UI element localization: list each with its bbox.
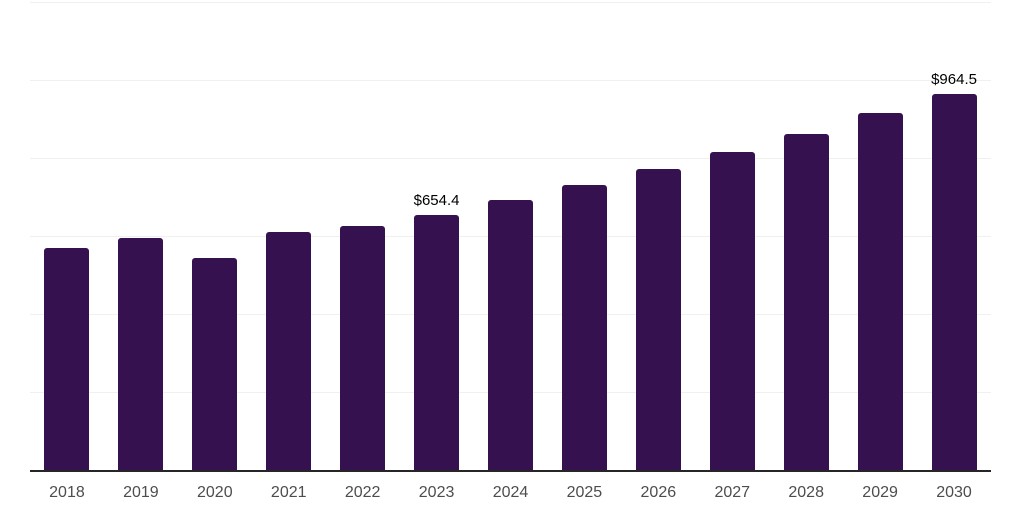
x-tick-2025: 2025 <box>566 484 603 501</box>
gridline-1000 <box>30 80 991 81</box>
bar-2030 <box>931 93 977 470</box>
gridline-1200 <box>30 2 991 3</box>
bar-2027 <box>709 152 755 470</box>
bar-2021 <box>266 232 312 470</box>
x-tick-2030: 2030 <box>936 484 972 501</box>
x-tick-2028: 2028 <box>788 484 824 501</box>
bar-2024 <box>488 200 533 470</box>
bar-2028 <box>783 133 829 470</box>
plot-area: $654.4 $964.5 <box>30 2 991 472</box>
bar-2023 <box>414 214 460 470</box>
bar-2022 <box>340 225 386 470</box>
x-tick-2019: 2019 <box>123 484 159 501</box>
x-tick-2023: 2023 <box>418 484 455 501</box>
x-tick-2027: 2027 <box>714 484 751 501</box>
bar-2020 <box>192 257 238 470</box>
bar-2018 <box>44 248 90 470</box>
x-tick-2018: 2018 <box>49 484 85 501</box>
x-tick-2026: 2026 <box>640 484 677 501</box>
x-tick-2024: 2024 <box>492 484 529 501</box>
x-tick-2022: 2022 <box>344 484 381 501</box>
data-label-2030: $964.5 <box>931 70 977 88</box>
x-tick-2021: 2021 <box>270 484 307 501</box>
data-label-2023: $654.4 <box>413 191 460 209</box>
bar-2026 <box>635 168 681 470</box>
bar-2025 <box>561 184 607 470</box>
bar-2019 <box>118 237 164 470</box>
gridline-800 <box>30 158 991 159</box>
bar-2029 <box>857 113 903 470</box>
x-tick-2029: 2029 <box>862 484 898 501</box>
x-tick-2020: 2020 <box>197 484 233 501</box>
x-axis: 2018 2019 2020 2021 2022 2023 2024 2025 2026 2027… <box>30 480 991 506</box>
